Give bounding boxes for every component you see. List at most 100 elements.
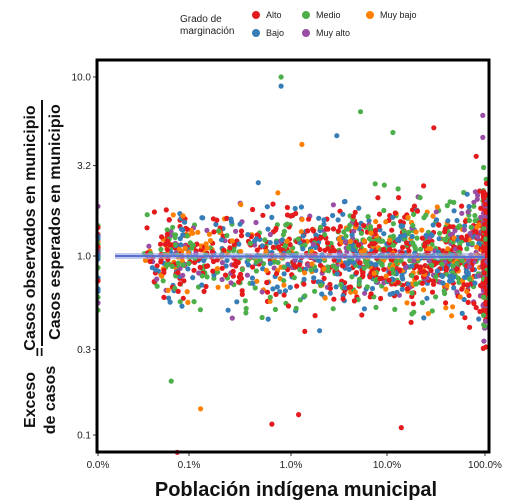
data-point	[245, 232, 251, 238]
data-point	[317, 224, 324, 230]
data-point	[373, 218, 379, 225]
data-point	[436, 236, 442, 242]
x-tick-label: 0.0%	[87, 460, 110, 471]
data-point	[461, 282, 467, 288]
data-point	[281, 271, 287, 277]
data-point	[404, 240, 410, 246]
data-point	[233, 228, 239, 234]
data-point	[340, 263, 346, 269]
data-point	[473, 229, 479, 235]
data-point	[451, 235, 457, 241]
data-point	[343, 233, 349, 239]
data-point	[413, 229, 419, 235]
data-point	[293, 305, 299, 311]
data-point	[297, 262, 303, 268]
data-point	[214, 266, 220, 272]
data-point	[244, 272, 250, 278]
data-point	[454, 289, 460, 295]
data-point	[312, 313, 318, 319]
data-point	[391, 270, 397, 276]
legend-title-line1: Grado de	[180, 14, 222, 25]
data-point	[429, 262, 435, 268]
data-point	[254, 247, 260, 253]
data-point	[463, 237, 469, 243]
data-point	[302, 293, 308, 299]
data-point	[481, 225, 487, 231]
data-point	[483, 236, 489, 242]
data-point	[189, 245, 195, 251]
data-point	[184, 226, 190, 232]
y-tick-label: 0.3	[77, 345, 91, 356]
legend-swatch	[366, 11, 374, 19]
data-point	[465, 299, 471, 305]
data-point	[239, 288, 245, 294]
data-point	[337, 224, 343, 230]
data-point	[459, 286, 465, 292]
data-point	[349, 232, 355, 238]
data-point	[157, 241, 164, 247]
data-point	[423, 212, 429, 218]
data-point	[267, 231, 273, 238]
data-point	[231, 242, 237, 248]
data-point	[326, 268, 332, 274]
data-point	[437, 230, 443, 236]
data-point	[357, 109, 364, 115]
data-point	[431, 125, 437, 131]
data-point	[263, 267, 270, 273]
data-point	[229, 315, 235, 321]
data-point	[464, 191, 470, 197]
data-point	[253, 268, 259, 274]
data-point	[176, 246, 182, 252]
data-point	[229, 238, 235, 244]
data-point	[311, 275, 317, 281]
data-point	[420, 287, 427, 293]
data-point	[216, 228, 222, 234]
data-point	[472, 218, 478, 224]
legend-swatch	[302, 11, 310, 19]
data-point	[284, 212, 291, 218]
data-point	[342, 285, 348, 291]
data-point	[219, 276, 225, 283]
data-point	[318, 282, 324, 288]
data-point	[267, 294, 273, 300]
data-point	[298, 204, 304, 210]
data-point	[481, 294, 487, 300]
data-point	[250, 264, 256, 270]
data-point	[200, 215, 206, 221]
data-point	[356, 281, 362, 287]
data-point	[372, 227, 378, 233]
data-point	[441, 236, 448, 243]
data-point	[347, 259, 353, 265]
data-point	[464, 289, 470, 295]
data-point	[322, 232, 328, 238]
data-point	[259, 243, 265, 249]
data-point	[381, 182, 387, 188]
data-point	[383, 286, 389, 292]
data-point	[408, 319, 414, 325]
data-point	[287, 284, 293, 290]
data-point	[409, 263, 415, 269]
data-point	[191, 299, 197, 305]
data-point	[372, 262, 378, 268]
data-point	[461, 227, 467, 233]
data-point	[380, 247, 386, 253]
data-point	[361, 306, 367, 312]
data-point	[252, 285, 258, 291]
y-tick-label: 3.2	[77, 161, 91, 172]
data-point	[453, 246, 459, 252]
data-point	[469, 240, 475, 246]
data-point	[475, 234, 481, 240]
data-point	[297, 297, 303, 303]
data-point	[242, 298, 248, 304]
data-point	[376, 211, 383, 217]
legend-label: Muy alto	[316, 28, 350, 38]
data-point	[198, 247, 204, 253]
legend-label: Muy bajo	[380, 10, 417, 20]
data-point	[335, 228, 341, 234]
data-point	[373, 278, 379, 284]
data-point	[272, 306, 278, 313]
data-point	[368, 291, 374, 297]
data-point	[211, 229, 217, 235]
data-point	[409, 290, 415, 296]
